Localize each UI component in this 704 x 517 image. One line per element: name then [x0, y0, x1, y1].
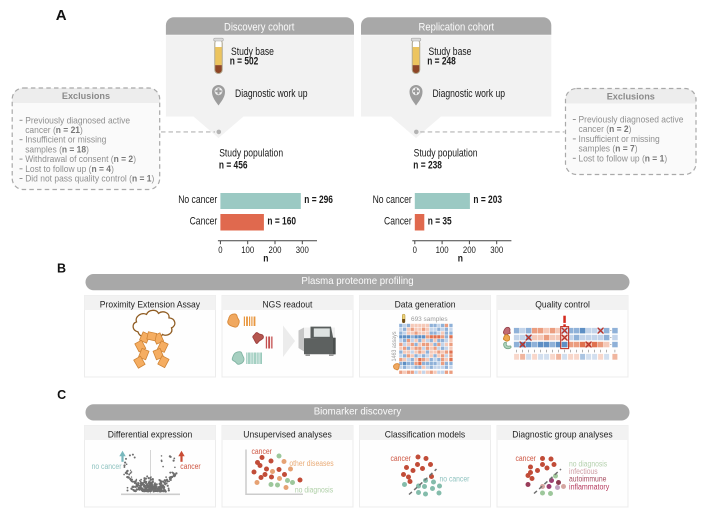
- svg-text:Diagnostic work up: Diagnostic work up: [235, 88, 308, 100]
- svg-text:No cancer: No cancer: [178, 194, 217, 206]
- svg-text:200: 200: [463, 245, 476, 256]
- svg-text:): ): [629, 124, 632, 134]
- svg-text:1463 assays: 1463 assays: [391, 331, 398, 361]
- svg-text:Data generation: Data generation: [395, 299, 456, 309]
- svg-text:): ): [635, 144, 638, 154]
- svg-text:cancer (: cancer (: [25, 125, 56, 135]
- svg-text:n: n: [263, 254, 268, 265]
- svg-text:n = 2: n = 2: [114, 154, 134, 164]
- svg-text:Quality control: Quality control: [535, 299, 590, 309]
- svg-text:n = 7: n = 7: [615, 144, 635, 154]
- svg-text:): ): [86, 144, 89, 154]
- svg-text:n = 456: n = 456: [219, 160, 248, 172]
- svg-text:samples (: samples (: [25, 144, 62, 154]
- svg-text:n = 502: n = 502: [230, 56, 259, 68]
- svg-text:): ): [152, 174, 155, 184]
- svg-text:inflammatory: inflammatory: [569, 483, 609, 492]
- svg-text:no cancer: no cancer: [92, 462, 122, 471]
- svg-text:): ): [111, 164, 114, 174]
- svg-text:Diagnostic work up: Diagnostic work up: [433, 88, 506, 100]
- svg-text:no diagnosis: no diagnosis: [569, 460, 607, 469]
- svg-text:n = 4: n = 4: [92, 164, 112, 174]
- svg-text:Diagnostic group analyses: Diagnostic group analyses: [512, 429, 613, 439]
- svg-text:B: B: [57, 262, 66, 276]
- svg-text:Did not pass quality control (: Did not pass quality control (: [25, 174, 132, 184]
- svg-text:200: 200: [269, 245, 282, 256]
- svg-text:no cancer: no cancer: [440, 475, 470, 484]
- svg-text:0: 0: [413, 245, 417, 256]
- svg-text:cancer: cancer: [516, 454, 537, 463]
- svg-text:Replication cohort: Replication cohort: [419, 21, 495, 33]
- svg-text:samples (: samples (: [579, 144, 616, 154]
- svg-text:100: 100: [436, 245, 449, 256]
- svg-text:C: C: [57, 388, 66, 402]
- svg-text:infectious: infectious: [569, 467, 598, 476]
- svg-text:cancer: cancer: [180, 462, 201, 471]
- svg-text:0: 0: [218, 245, 222, 256]
- svg-text:n = 238: n = 238: [413, 160, 442, 172]
- svg-text:Cancer: Cancer: [384, 215, 412, 227]
- svg-text:Study base: Study base: [429, 46, 472, 58]
- svg-text:Study population: Study population: [414, 148, 478, 160]
- svg-text:Exclusions: Exclusions: [62, 91, 110, 102]
- svg-text:autoimmune: autoimmune: [569, 475, 607, 484]
- svg-text:cancer: cancer: [391, 454, 412, 463]
- svg-text:300: 300: [490, 245, 503, 256]
- svg-text:n = 1: n = 1: [132, 174, 152, 184]
- svg-text:Lost to follow up (: Lost to follow up (: [25, 164, 91, 174]
- svg-text:n = 1: n = 1: [645, 153, 665, 163]
- svg-text:no diagnosis: no diagnosis: [295, 486, 333, 495]
- svg-text:693 samples: 693 samples: [411, 316, 448, 323]
- svg-text:Discovery cohort: Discovery cohort: [224, 21, 294, 33]
- svg-text:cancer (: cancer (: [579, 124, 610, 134]
- svg-text:n = 203: n = 203: [473, 194, 502, 206]
- svg-text:Cancer: Cancer: [190, 215, 218, 227]
- svg-text:Unsupervised analyses: Unsupervised analyses: [243, 429, 332, 439]
- svg-text:n = 18: n = 18: [62, 144, 86, 154]
- svg-text:Previously diagnosed active: Previously diagnosed active: [579, 115, 684, 125]
- svg-text:Exclusions: Exclusions: [607, 92, 655, 103]
- svg-text:): ): [133, 154, 136, 164]
- svg-text:Classification models: Classification models: [385, 429, 466, 439]
- svg-text:Lost to follow up (: Lost to follow up (: [579, 153, 645, 163]
- svg-text:Study population: Study population: [219, 148, 283, 160]
- svg-text:n: n: [458, 254, 463, 265]
- svg-text:NGS readout: NGS readout: [263, 299, 313, 309]
- svg-text:other diseases: other diseases: [289, 459, 333, 468]
- svg-text:n = 296: n = 296: [304, 194, 333, 206]
- svg-text:Biomarker discovery: Biomarker discovery: [314, 405, 402, 417]
- svg-text:Study base: Study base: [231, 46, 274, 58]
- svg-text:n = 2: n = 2: [609, 124, 629, 134]
- svg-text:): ): [664, 153, 667, 163]
- svg-text:Differential expression: Differential expression: [108, 429, 193, 439]
- svg-text:Withdrawal of consent (: Withdrawal of consent (: [25, 154, 113, 164]
- svg-text:): ): [80, 125, 83, 135]
- svg-text:100: 100: [241, 245, 254, 256]
- svg-text:n = 160: n = 160: [267, 215, 296, 227]
- svg-text:n = 248: n = 248: [427, 56, 456, 68]
- svg-text:n = 21: n = 21: [56, 125, 80, 135]
- svg-text:No cancer: No cancer: [373, 194, 412, 206]
- svg-text:Proximity Extension Assay: Proximity Extension Assay: [100, 299, 201, 309]
- svg-text:A: A: [56, 7, 67, 24]
- svg-text:Insufficient or missing: Insufficient or missing: [579, 134, 660, 144]
- svg-text:Insufficient or missing: Insufficient or missing: [25, 135, 106, 145]
- svg-text:300: 300: [296, 245, 309, 256]
- svg-text:cancer: cancer: [252, 447, 273, 456]
- svg-text:n = 35: n = 35: [428, 215, 452, 227]
- svg-text:Previously diagnosed active: Previously diagnosed active: [25, 115, 130, 125]
- svg-text:Plasma proteome profiling: Plasma proteome profiling: [301, 275, 413, 287]
